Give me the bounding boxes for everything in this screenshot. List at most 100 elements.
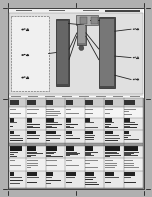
- Bar: [46, 146, 57, 151]
- Bar: [9, 183, 20, 184]
- Bar: [46, 156, 63, 157]
- Bar: [27, 167, 31, 168]
- Bar: [66, 100, 73, 105]
- Bar: [85, 118, 90, 122]
- Bar: [9, 118, 14, 122]
- Circle shape: [79, 46, 84, 50]
- Bar: [78, 25, 85, 43]
- Bar: [113, 96, 123, 97]
- Bar: [124, 167, 139, 168]
- Bar: [124, 182, 136, 183]
- Bar: [46, 137, 59, 138]
- Bar: [85, 122, 94, 123]
- Bar: [66, 126, 70, 127]
- Bar: [124, 126, 130, 127]
- Bar: [85, 153, 91, 154]
- Bar: [124, 146, 138, 151]
- Bar: [9, 152, 18, 153]
- Bar: [66, 124, 78, 125]
- Bar: [66, 172, 76, 176]
- Bar: [27, 156, 31, 157]
- Bar: [85, 146, 93, 151]
- Bar: [66, 177, 75, 178]
- Bar: [11, 16, 48, 91]
- Bar: [9, 156, 17, 157]
- Ellipse shape: [24, 76, 26, 78]
- Bar: [66, 182, 72, 183]
- Bar: [105, 146, 120, 151]
- Bar: [124, 131, 129, 134]
- Bar: [27, 122, 32, 123]
- Bar: [56, 19, 69, 86]
- Bar: [46, 138, 60, 139]
- Bar: [85, 137, 94, 138]
- Bar: [27, 146, 36, 151]
- Bar: [105, 127, 118, 128]
- Ellipse shape: [21, 54, 24, 56]
- Bar: [124, 122, 135, 123]
- Bar: [9, 113, 21, 114]
- Bar: [124, 152, 139, 153]
- Bar: [66, 146, 74, 151]
- Bar: [105, 140, 118, 141]
- Bar: [27, 127, 40, 128]
- Bar: [46, 153, 54, 154]
- Bar: [96, 96, 106, 97]
- Bar: [124, 114, 132, 115]
- Ellipse shape: [24, 28, 26, 30]
- Bar: [46, 180, 60, 181]
- Bar: [46, 113, 61, 114]
- Bar: [9, 131, 14, 134]
- Bar: [105, 153, 119, 154]
- Bar: [66, 131, 72, 134]
- Bar: [46, 177, 52, 178]
- Bar: [9, 9, 143, 13]
- Ellipse shape: [21, 77, 24, 78]
- Bar: [79, 96, 89, 97]
- Bar: [11, 96, 21, 97]
- Bar: [85, 177, 96, 178]
- Bar: [85, 182, 97, 183]
- Bar: [124, 160, 133, 161]
- Bar: [46, 115, 58, 116]
- Bar: [124, 154, 131, 155]
- Bar: [46, 127, 57, 128]
- Bar: [66, 154, 78, 155]
- Bar: [124, 177, 131, 178]
- Bar: [46, 140, 50, 141]
- Bar: [76, 15, 98, 25]
- Bar: [46, 172, 53, 176]
- Bar: [66, 138, 80, 139]
- Bar: [16, 10, 32, 11]
- Bar: [28, 96, 38, 97]
- Bar: [105, 131, 113, 134]
- Bar: [9, 177, 22, 178]
- Bar: [57, 21, 68, 84]
- Bar: [85, 135, 95, 136]
- Circle shape: [137, 57, 138, 58]
- Bar: [9, 100, 19, 105]
- Bar: [124, 165, 134, 166]
- Bar: [105, 137, 118, 138]
- Bar: [8, 8, 144, 189]
- Bar: [124, 153, 134, 154]
- Bar: [27, 126, 33, 127]
- Bar: [46, 126, 52, 127]
- Bar: [27, 163, 38, 164]
- Ellipse shape: [135, 79, 136, 80]
- Bar: [85, 172, 94, 176]
- Bar: [9, 146, 22, 151]
- Bar: [105, 122, 114, 123]
- Bar: [46, 183, 51, 184]
- Bar: [85, 166, 98, 167]
- Bar: [9, 138, 23, 139]
- Bar: [9, 118, 143, 130]
- Bar: [27, 155, 36, 156]
- Bar: [66, 165, 79, 166]
- Bar: [124, 139, 139, 140]
- Bar: [105, 100, 113, 105]
- Bar: [62, 96, 72, 97]
- Bar: [105, 124, 111, 125]
- Bar: [124, 137, 128, 138]
- Bar: [105, 167, 115, 168]
